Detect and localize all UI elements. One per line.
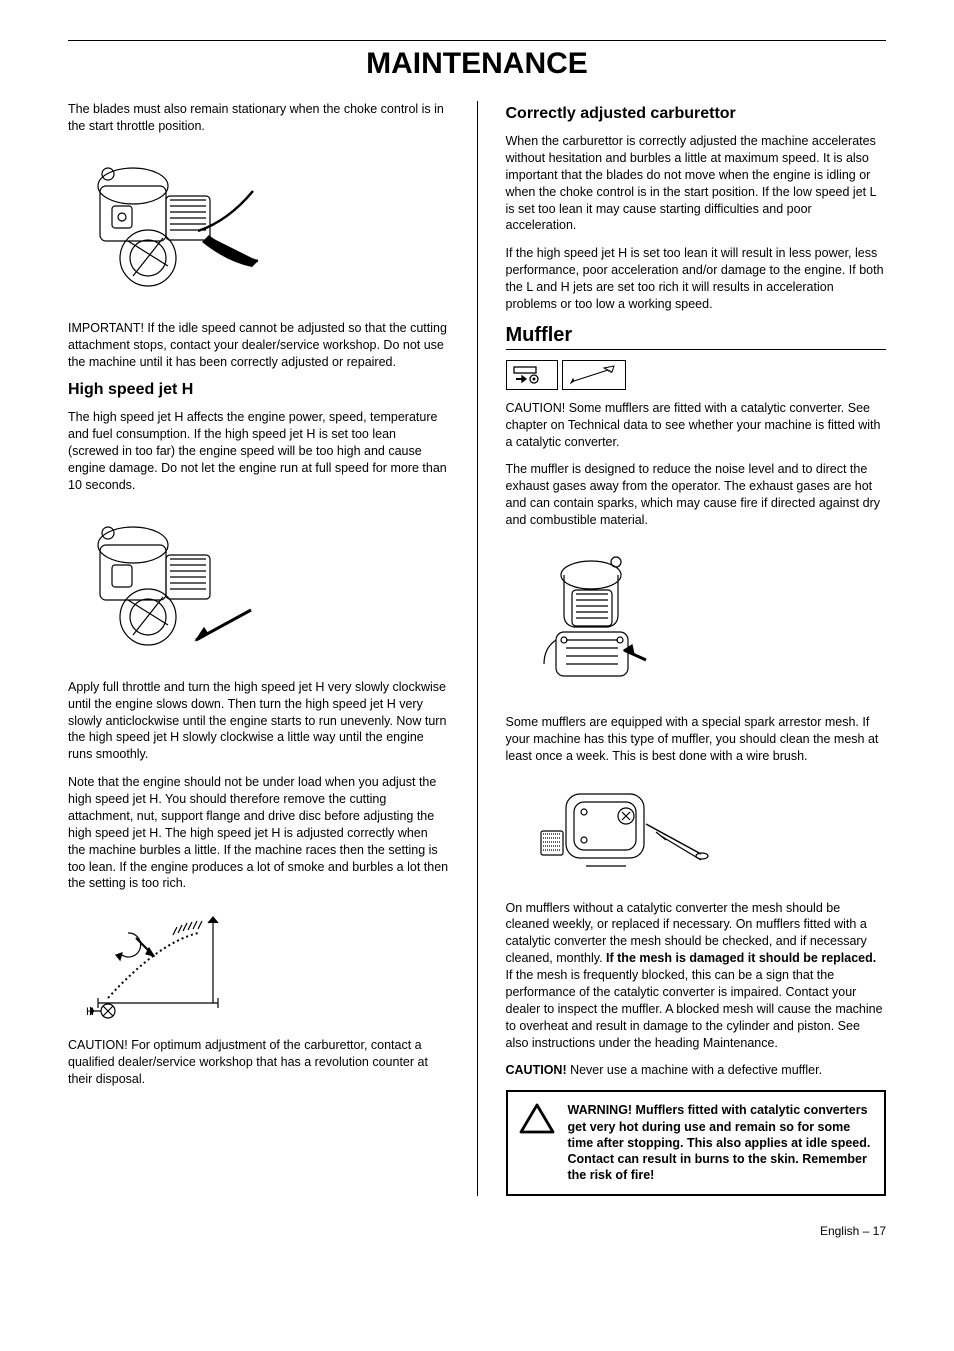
body-text-bold: If the mesh is damaged it should be repl… — [606, 951, 876, 965]
caution-label: CAUTION! — [506, 1063, 567, 1077]
warning-text: WARNING! Mufflers fitted with catalytic … — [568, 1102, 873, 1183]
content-columns: The blades must also remain stationary w… — [68, 101, 886, 1196]
body-text: The blades must also remain stationary w… — [68, 101, 449, 135]
section-heading-carburettor: Correctly adjusted carburettor — [506, 105, 887, 123]
body-text: Apply full throttle and turn the high sp… — [68, 679, 449, 763]
manual-icon — [506, 360, 558, 390]
figure-label-h: H — [86, 1006, 94, 1018]
footer-language: English — [820, 1224, 859, 1238]
body-text: When the carburettor is correctly adjust… — [506, 133, 887, 234]
right-column: Correctly adjusted carburettor When the … — [506, 101, 887, 1196]
warning-triangle-icon — [518, 1102, 556, 1141]
body-text: Some mufflers are equipped with a specia… — [506, 714, 887, 765]
muffler-illustration-1 — [516, 540, 887, 700]
body-text: Note that the engine should not be under… — [68, 774, 449, 892]
footer-sep: – — [859, 1224, 872, 1238]
body-text: The muffler is designed to reduce the no… — [506, 461, 887, 529]
header-rule — [68, 40, 886, 41]
body-text: CAUTION! Some mufflers are fitted with a… — [506, 400, 887, 451]
page-title: MAINTENANCE — [68, 47, 886, 81]
body-text: On mufflers without a catalytic converte… — [506, 900, 887, 1052]
engine-illustration-1 — [78, 146, 449, 306]
hazard-icons — [506, 360, 887, 390]
column-divider — [477, 101, 478, 1196]
caution-body: Never use a machine with a defective muf… — [567, 1063, 822, 1077]
body-text: The high speed jet H affects the engine … — [68, 409, 449, 493]
body-text: IMPORTANT! If the idle speed cannot be a… — [68, 320, 449, 371]
section-heading-muffler: Muffler — [506, 324, 887, 350]
engine-illustration-2 — [78, 505, 449, 665]
footer-page-number: 17 — [873, 1224, 886, 1238]
screwdriver-icon — [562, 360, 626, 390]
jet-adjustment-diagram: H — [78, 903, 449, 1023]
left-column: The blades must also remain stationary w… — [68, 101, 449, 1196]
body-text: CAUTION! For optimum adjustment of the c… — [68, 1037, 449, 1088]
muffler-illustration-2 — [516, 776, 887, 886]
caution-text: CAUTION! Never use a machine with a defe… — [506, 1062, 887, 1079]
page-footer: English – 17 — [68, 1224, 886, 1238]
warning-box: WARNING! Mufflers fitted with catalytic … — [506, 1090, 887, 1195]
body-text: If the high speed jet H is set too lean … — [506, 245, 887, 313]
body-text-part: If the mesh is frequently blocked, this … — [506, 968, 883, 1050]
section-heading-high-speed-jet: High speed jet H — [68, 381, 449, 399]
